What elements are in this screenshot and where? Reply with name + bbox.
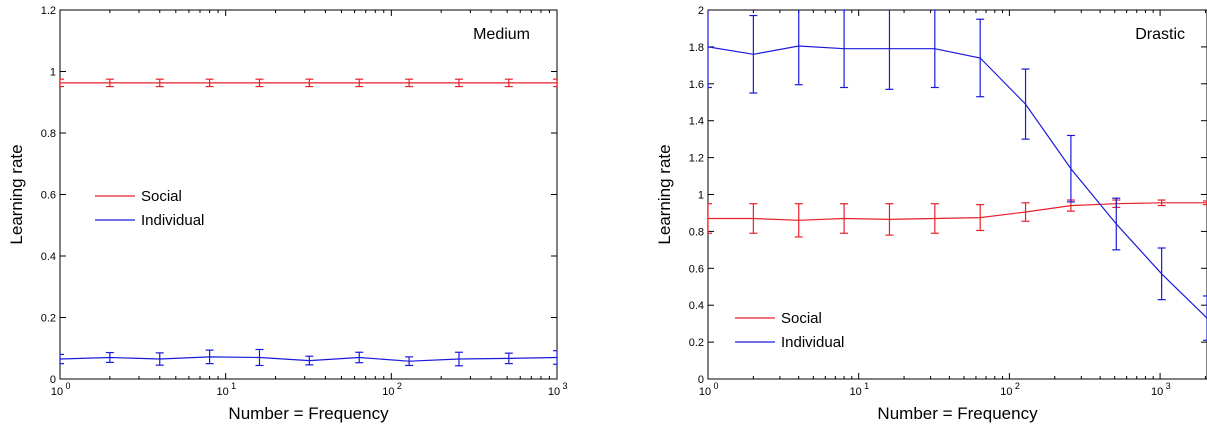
error-bar <box>405 78 414 88</box>
error-bar <box>930 203 939 234</box>
error-bar <box>840 10 849 89</box>
error-bar <box>1203 295 1207 341</box>
x-tick-label: 10 <box>51 386 63 398</box>
x-tick-exponent: 2 <box>397 381 402 391</box>
error-bar <box>885 10 894 90</box>
error-bar <box>749 203 758 234</box>
chart-drastic: Drastic Number = Frequency Learning rate… <box>655 5 1207 423</box>
x-tick-exponent: 0 <box>713 381 718 391</box>
error-bar <box>205 78 214 88</box>
error-bar <box>749 14 758 94</box>
x-tick-exponent: 1 <box>231 381 236 391</box>
error-bar <box>454 351 463 367</box>
error-bar <box>1157 247 1166 301</box>
plot-area-medium <box>59 9 558 380</box>
chart-medium: Medium Number = Frequency Learning rate … <box>7 5 568 423</box>
y-tick-label: 0.4 <box>41 251 56 263</box>
error-bar <box>553 350 557 365</box>
y-axis-label-drastic: Learning rate <box>655 144 674 244</box>
error-bar <box>976 18 985 98</box>
error-bar <box>355 78 364 88</box>
legend-label-individual: Individual <box>141 212 204 229</box>
error-bar <box>1021 202 1030 222</box>
error-bar <box>355 351 364 364</box>
y-tick-label: 1.2 <box>41 5 56 17</box>
error-bar <box>794 10 803 86</box>
chart-title-medium: Medium <box>473 26 530 43</box>
y-tick-label: 2 <box>698 5 704 17</box>
y-tick-label: 0.8 <box>41 128 56 140</box>
error-bar <box>1112 197 1121 251</box>
y-tick-label: 1.4 <box>689 116 704 128</box>
chart-title-drastic: Drastic <box>1135 26 1185 43</box>
error-bar <box>305 355 314 366</box>
error-bar <box>930 10 939 89</box>
error-bar <box>305 78 314 88</box>
error-bar <box>976 204 985 232</box>
y-tick-label: 1.2 <box>689 153 704 165</box>
error-bar <box>1157 199 1166 207</box>
x-tick-label: 10 <box>548 386 560 398</box>
y-axis-label-medium: Learning rate <box>7 144 26 244</box>
x-tick-label: 10 <box>382 386 394 398</box>
error-bar <box>155 352 164 366</box>
y-tick-label: 0.2 <box>41 313 56 325</box>
error-bar <box>504 78 513 88</box>
y-tick-label: 0 <box>698 374 704 386</box>
y-tick-label: 0.6 <box>689 263 704 275</box>
series-group <box>60 78 557 367</box>
plot-area-drastic <box>707 9 1207 380</box>
error-bar <box>1066 134 1075 203</box>
error-bar <box>255 78 264 88</box>
error-bar <box>60 353 64 365</box>
error-bar <box>708 203 712 234</box>
error-bar <box>1203 200 1207 206</box>
y-tick-label: 0.4 <box>689 300 704 312</box>
x-tick-label: 10 <box>1151 386 1163 398</box>
error-bar <box>105 351 114 363</box>
error-bar <box>60 78 64 88</box>
error-bar <box>205 349 214 365</box>
x-tick-label: 10 <box>699 386 711 398</box>
y-tick-label: 1.6 <box>689 79 704 91</box>
error-bar <box>840 203 849 234</box>
y-tick-label: 0.6 <box>41 190 56 202</box>
error-bar <box>504 352 513 365</box>
error-bar <box>255 348 264 367</box>
x-tick-exponent: 3 <box>562 381 567 391</box>
series-line-social <box>708 202 1207 221</box>
x-tick-label: 10 <box>850 386 862 398</box>
x-tick-exponent: 0 <box>65 381 70 391</box>
error-bar <box>1021 68 1030 140</box>
x-axis-label-drastic: Number = Frequency <box>877 404 1038 423</box>
legend-label-social: Social <box>141 188 182 205</box>
error-bar <box>794 203 803 238</box>
x-tick-exponent: 1 <box>864 381 869 391</box>
legend-label-individual: Individual <box>781 334 844 351</box>
x-tick-exponent: 2 <box>1015 381 1020 391</box>
error-bar <box>708 10 712 89</box>
x-tick-label: 10 <box>1000 386 1012 398</box>
series-line-individual <box>708 45 1207 319</box>
y-tick-label: 0.8 <box>689 226 704 238</box>
error-bar <box>885 203 894 236</box>
x-tick-exponent: 3 <box>1166 381 1171 391</box>
legend: Social Individual <box>95 188 204 229</box>
x-tick-label: 10 <box>217 386 229 398</box>
y-tick-label: 1 <box>698 190 704 202</box>
error-bar <box>553 78 557 88</box>
legend-label-social: Social <box>781 310 822 327</box>
y-tick-label: 0.2 <box>689 337 704 349</box>
x-axis-label-medium: Number = Frequency <box>228 404 389 423</box>
series-group <box>708 10 1207 341</box>
error-bar <box>405 356 414 367</box>
y-tick-label: 0 <box>50 374 56 386</box>
error-bar <box>105 78 114 88</box>
legend: Social Individual <box>735 310 844 351</box>
y-tick-label: 1 <box>50 67 56 79</box>
y-tick-label: 1.8 <box>689 42 704 54</box>
error-bar <box>454 78 463 88</box>
error-bar <box>155 78 164 88</box>
